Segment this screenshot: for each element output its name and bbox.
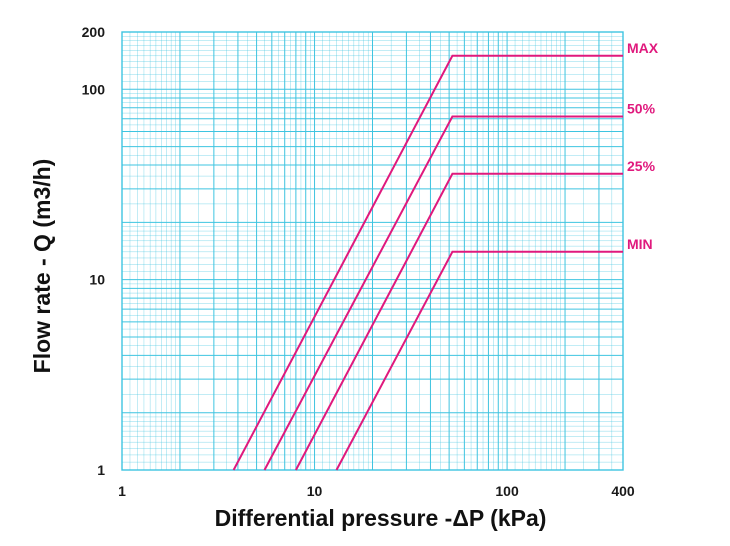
y-tick-labels: 1 10 100 200 bbox=[82, 24, 106, 478]
series-line-25pct bbox=[295, 172, 623, 471]
y-tick-label: 1 bbox=[97, 462, 105, 478]
series-line-max bbox=[232, 54, 623, 471]
x-tick-label: 100 bbox=[495, 483, 519, 499]
series-label: MIN bbox=[627, 236, 653, 252]
y-tick-label: 10 bbox=[89, 272, 105, 288]
series-line-min bbox=[335, 250, 623, 471]
x-axis-label: Differential pressure -ΔP (kPa) bbox=[215, 505, 547, 531]
series-label: MAX bbox=[627, 40, 659, 56]
y-tick-label: 100 bbox=[82, 81, 106, 97]
series-line-50pct bbox=[263, 115, 623, 471]
x-tick-labels: 1 10 100 400 bbox=[118, 483, 635, 499]
x-tick-label: 400 bbox=[611, 483, 635, 499]
series-label: 25% bbox=[627, 158, 656, 174]
x-tick-label: 1 bbox=[118, 483, 126, 499]
y-axis-label: Flow rate - Q (m3/h) bbox=[29, 159, 55, 374]
series-lines bbox=[232, 54, 623, 471]
grid bbox=[122, 32, 623, 470]
x-tick-label: 10 bbox=[307, 483, 323, 499]
y-tick-label: 200 bbox=[82, 24, 106, 40]
series-label: 50% bbox=[627, 100, 656, 116]
series-labels: MAX 50% 25% MIN bbox=[627, 40, 659, 252]
